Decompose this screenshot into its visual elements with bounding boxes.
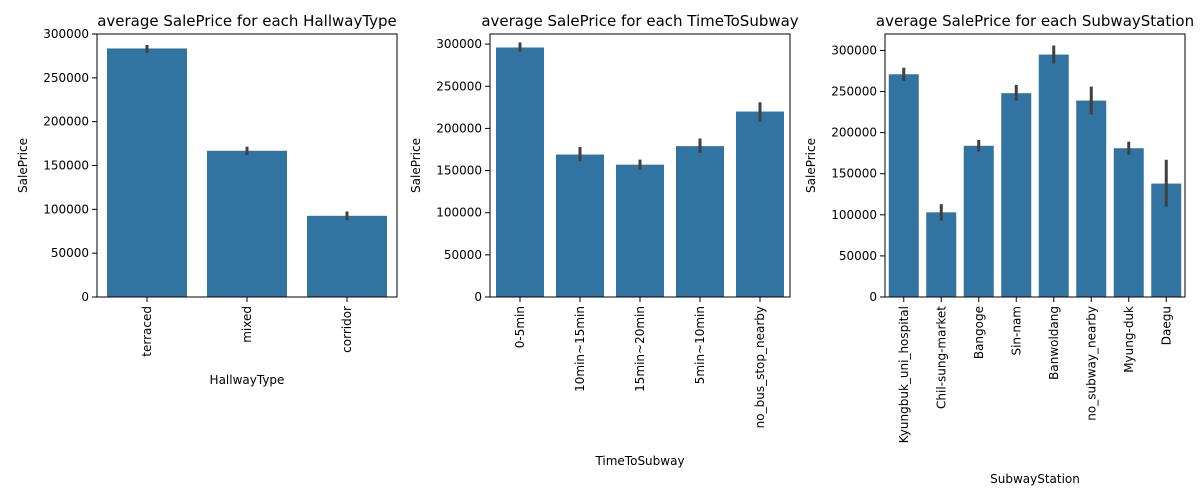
x-axis-label: SubwayStation [990,472,1080,486]
y-tick-label: 200000 [43,115,89,129]
bar-sin-nam [1001,93,1032,297]
plot-frame [884,33,1186,298]
y-tick-label: 150000 [831,167,877,181]
y-tick-label: 50000 [444,248,482,262]
x-tick-label: Banwoldang [1047,306,1061,380]
x-axis-label: TimeToSubway [594,454,684,468]
chart-panel-hallway-type: average SalePrice for each HallwayType S… [16,12,398,387]
plot-frame [96,33,398,298]
bar-mixed [207,150,287,297]
y-tick-label: 300000 [43,27,89,41]
x-tick-label: Kyungbuk_uni_hospital [897,306,911,443]
y-tick-label: 250000 [436,79,482,93]
x-tick-label: terraced [140,306,154,357]
bar-bangoge [963,145,994,297]
x-tick-label: Daegu [1159,306,1173,345]
y-axis-label: SalePrice [804,138,818,193]
y-tick-label: 100000 [436,206,482,220]
y-tick-label: 0 [81,290,89,304]
y-axis-label: SalePrice [409,138,423,193]
y-tick-label: 100000 [43,202,89,216]
bar-chil-sung-market [926,212,957,297]
y-axis-label: SalePrice [16,138,30,193]
x-tick-label: Sin-nam [1009,306,1023,356]
x-tick-label: 5min~10min [693,306,707,384]
bar-5min-10min [676,146,724,297]
chart-title: average SalePrice for each SubwayStation [876,12,1194,30]
bar-15min-20min [616,164,664,297]
y-tick-label: 150000 [43,159,89,173]
bar-terraced [107,48,187,298]
y-tick-label: 250000 [831,85,877,99]
x-tick-label: no_bus_stop_nearby [753,306,767,428]
bar-kyungbuk-uni-hospital [888,74,919,297]
y-tick-label: 0 [869,290,877,304]
chart-title: average SalePrice for each HallwayType [97,12,397,30]
y-tick-label: 250000 [43,71,89,85]
bar-corridor [307,215,387,297]
bar-0-5min [496,47,544,297]
x-tick-label: Bangoge [972,306,986,359]
y-tick-label: 300000 [436,37,482,51]
plot-frame [489,33,791,298]
x-tick-label: Myung-duk [1122,306,1136,373]
x-tick-label: mixed [240,306,254,343]
x-tick-label: corridor [340,306,354,353]
chart-title: average SalePrice for each TimeToSubway [481,12,798,30]
chart-panel-time-to-subway: average SalePrice for each TimeToSubway … [409,12,799,468]
y-tick-label: 200000 [831,126,877,140]
bar-no-bus-stop-nearby [736,111,784,297]
x-tick-label: 0-5min [513,306,527,348]
x-tick-label: Chil-sung-market [934,306,948,409]
y-tick-label: 200000 [436,121,482,135]
x-tick-label: 10min~15min [573,306,587,392]
y-tick-label: 0 [474,290,482,304]
x-tick-label: no_subway_nearby [1084,306,1098,421]
bar-banwoldang [1038,54,1069,297]
y-tick-label: 150000 [436,164,482,178]
y-tick-label: 100000 [831,208,877,222]
y-tick-label: 50000 [839,249,877,263]
chart-panel-subway-station: average SalePrice for each SubwayStation… [804,12,1194,486]
x-axis-label: HallwayType [210,373,285,387]
bar-myung-duk [1113,148,1144,297]
bar-no-subway-nearby [1076,100,1107,298]
x-tick-label: 15min~20min [633,306,647,392]
y-tick-label: 50000 [51,246,89,260]
bar-10min-15min [556,154,604,297]
y-tick-label: 300000 [831,43,877,57]
